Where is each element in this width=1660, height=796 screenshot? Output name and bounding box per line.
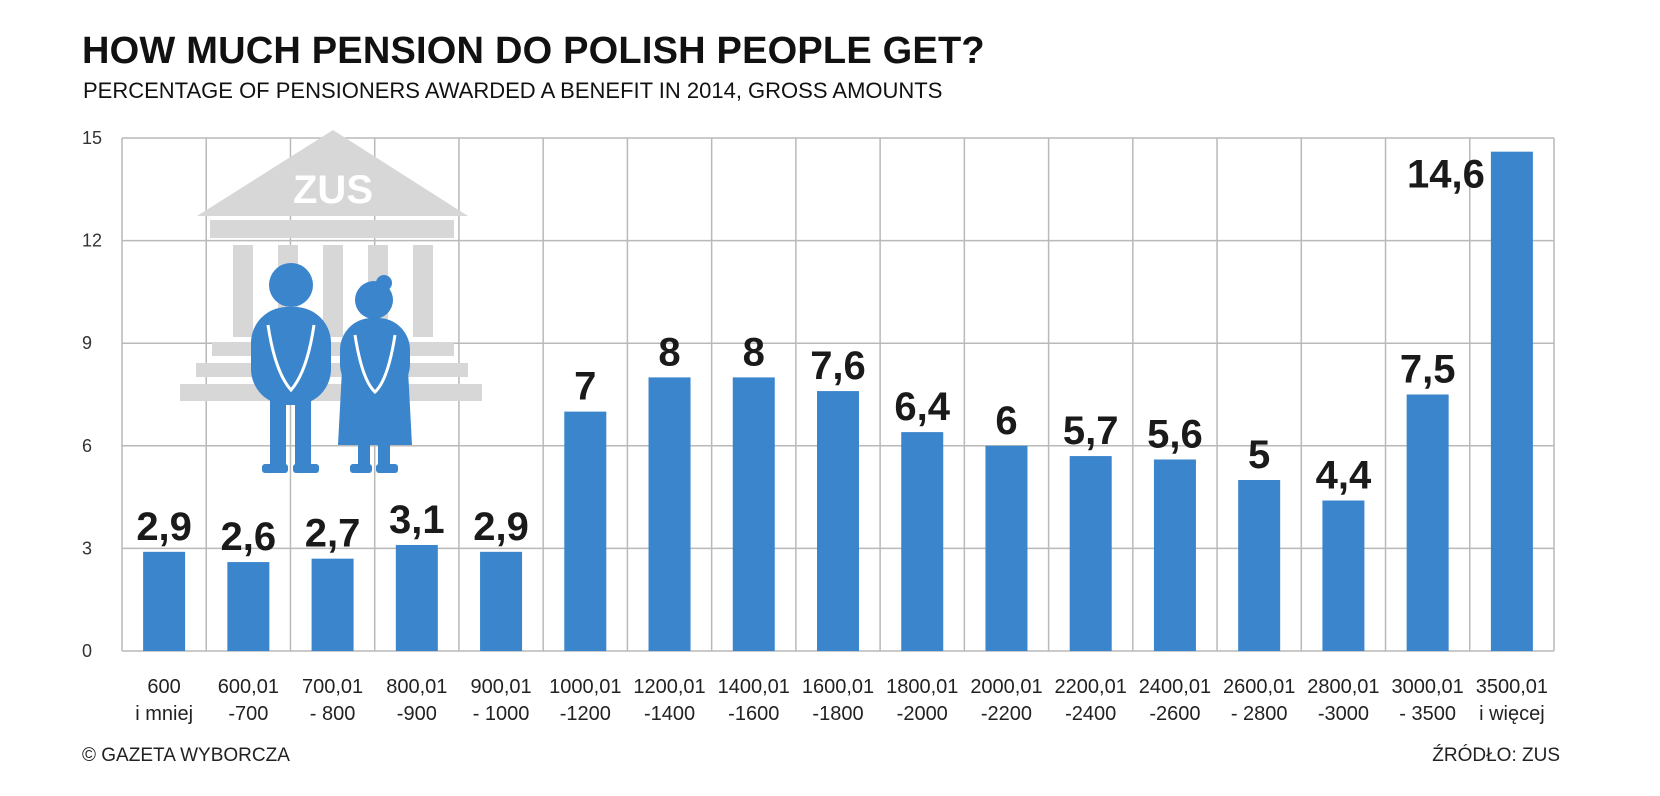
x-tick-label: 2200,01: [1055, 676, 1127, 698]
bar: [1069, 456, 1112, 651]
data-label: 7,5: [1400, 348, 1456, 392]
y-axis-ticks: 0 3 6 9 12 15: [82, 128, 102, 661]
x-tick-label: 900,01: [470, 676, 531, 698]
y-tick-label: 12: [82, 231, 102, 251]
bar: [1322, 500, 1365, 651]
x-tick-label: i więcej: [1479, 703, 1545, 725]
x-tick-label: -700: [228, 703, 268, 725]
x-tick-label: -2000: [897, 703, 948, 725]
building-step: [196, 363, 468, 377]
data-label: 2,9: [473, 505, 529, 549]
source-note: ŹRÓDŁO: ZUS: [1432, 745, 1560, 766]
x-tick-label: -1400: [644, 703, 695, 725]
building-entablature: [210, 220, 454, 238]
bar: [311, 558, 354, 651]
x-tick-label: 800,01: [386, 676, 447, 698]
x-tick-label: 1000,01: [549, 676, 621, 698]
copyright-credit: © GAZETA WYBORCZA: [82, 745, 290, 766]
x-tick-label: 3000,01: [1391, 676, 1463, 698]
x-tick-label: -1600: [728, 703, 779, 725]
y-tick-label: 0: [82, 641, 92, 661]
bar: [1406, 394, 1449, 651]
building-column: [323, 245, 343, 337]
chart-title: HOW MUCH PENSION DO POLISH PEOPLE GET?: [82, 30, 985, 72]
x-tick-label: 2800,01: [1307, 676, 1379, 698]
data-label: 8: [743, 330, 765, 374]
zus-illustration: ZUS: [180, 130, 482, 473]
data-label: 3,1: [389, 498, 445, 542]
x-tick-label: -2600: [1149, 703, 1200, 725]
x-axis-labels: 600 i mniej 600,01 -700 700,01 - 800 800,01 -90…: [135, 676, 1548, 725]
x-tick-label: - 3500: [1399, 703, 1456, 725]
x-tick-label: -900: [397, 703, 437, 725]
data-label: 4,4: [1316, 454, 1372, 498]
bar: [1238, 480, 1281, 651]
zus-logo-text: ZUS: [293, 168, 373, 212]
pensioner-man-icon: [251, 263, 331, 473]
data-label: 6: [995, 399, 1017, 443]
x-tick-label: 1400,01: [718, 676, 790, 698]
building-step: [180, 384, 482, 401]
bar: [395, 544, 438, 651]
x-tick-label: -2200: [981, 703, 1032, 725]
chart-subtitle: PERCENTAGE OF PENSIONERS AWARDED A BENEF…: [83, 78, 943, 103]
bar: [901, 432, 944, 651]
data-label: 2,6: [221, 515, 277, 559]
x-tick-label: - 2800: [1231, 703, 1288, 725]
pensioner-woman-icon: [338, 275, 412, 473]
bar: [648, 377, 691, 651]
data-labels: 2,9 2,6 2,7 3,1 2,9 7 8 8 7,6 6,4 6 5,7 5,6 5 4,4 7,5 14…: [136, 153, 1485, 559]
data-label: 5,7: [1063, 409, 1119, 453]
x-tick-label: 2000,01: [970, 676, 1042, 698]
x-tick-label: 1800,01: [886, 676, 958, 698]
x-tick-label: 2400,01: [1139, 676, 1211, 698]
x-tick-label: 3500,01: [1476, 676, 1548, 698]
bar: [564, 411, 607, 651]
bar: [227, 562, 270, 651]
data-label: 2,9: [136, 505, 192, 549]
y-tick-label: 15: [82, 128, 102, 148]
bar: [985, 445, 1028, 651]
x-tick-label: 1200,01: [633, 676, 705, 698]
x-tick-label: 600: [147, 676, 180, 698]
bar: [480, 551, 523, 651]
building-roof: [197, 130, 468, 216]
x-tick-label: -3000: [1318, 703, 1369, 725]
x-tick-label: -1200: [560, 703, 611, 725]
data-label: 7: [574, 365, 596, 409]
x-tick-label: -1800: [812, 703, 863, 725]
bar-series: [143, 151, 1533, 651]
data-label: 14,6: [1407, 153, 1485, 197]
data-label: 2,7: [305, 512, 361, 556]
building-column: [233, 245, 253, 337]
x-tick-label: 2600,01: [1223, 676, 1295, 698]
y-tick-label: 9: [82, 333, 92, 353]
y-tick-label: 3: [82, 538, 92, 558]
x-tick-label: 700,01: [302, 676, 363, 698]
data-label: 5,6: [1147, 412, 1203, 456]
x-tick-label: - 800: [310, 703, 356, 725]
x-tick-label: 600,01: [218, 676, 279, 698]
building-step: [212, 342, 454, 356]
data-label: 7,6: [810, 344, 866, 388]
bar: [1153, 459, 1196, 651]
bar: [1490, 151, 1533, 651]
x-tick-label: - 1000: [473, 703, 530, 725]
data-label: 5: [1248, 433, 1270, 477]
building-column: [413, 245, 433, 337]
bar: [143, 551, 186, 651]
x-tick-label: -2400: [1065, 703, 1116, 725]
data-label: 8: [658, 330, 680, 374]
y-tick-label: 6: [82, 436, 92, 456]
x-tick-label: 1600,01: [802, 676, 874, 698]
bar: [817, 391, 859, 651]
data-label: 6,4: [894, 385, 950, 429]
bar: [732, 377, 775, 651]
x-tick-label: i mniej: [135, 703, 193, 725]
